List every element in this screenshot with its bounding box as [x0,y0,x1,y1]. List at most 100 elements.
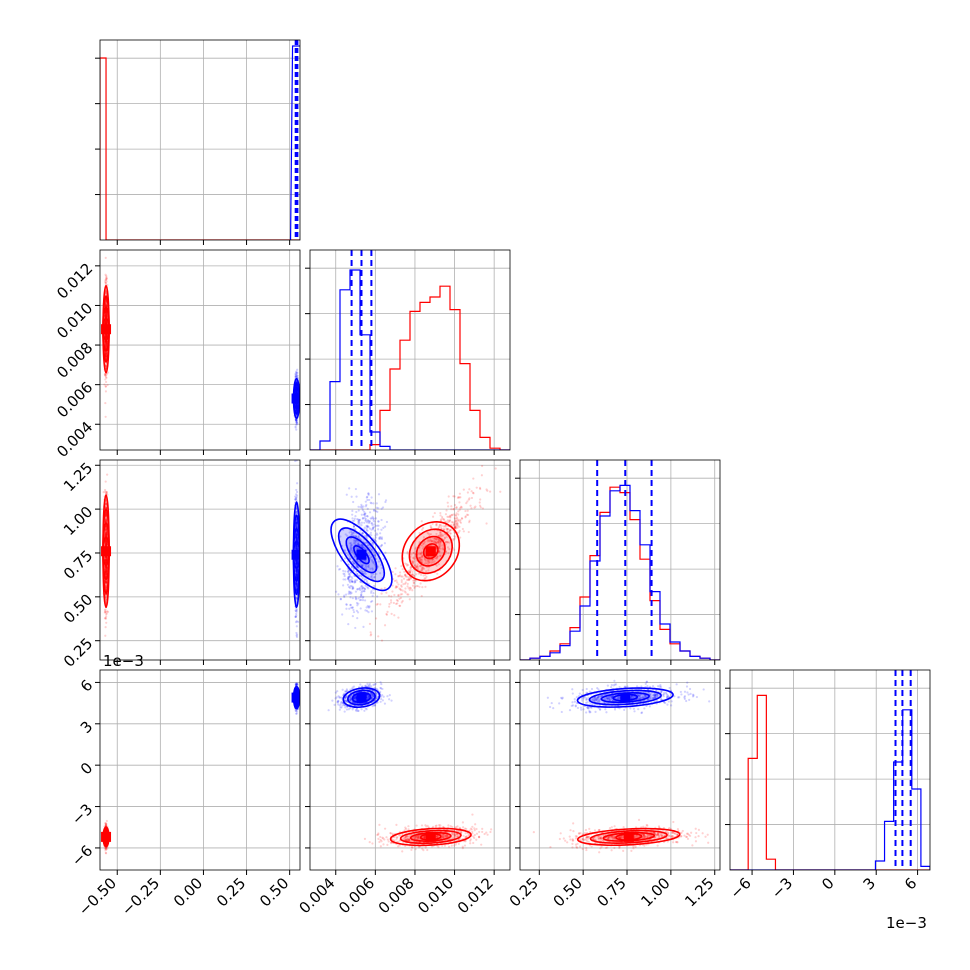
sample-point [453,537,456,540]
sample-point [523,453,525,455]
sample-point [104,376,108,379]
sample-point [396,585,399,588]
sample-point [351,580,354,583]
sample-point [453,527,456,530]
sample-point [294,375,297,378]
sample-point [361,590,364,593]
sample-point [104,321,107,324]
sample-point [439,540,442,543]
sample-point [296,482,299,485]
sample-point [104,541,107,544]
sample-point [105,304,108,308]
sample-point [294,495,297,498]
sample-point [419,569,422,572]
sample-point [421,568,424,571]
sample-point [413,564,416,567]
sample-point [105,502,108,505]
sample-point [295,571,299,574]
sample-point [441,515,444,519]
sample-point [104,533,108,536]
sample-point [296,525,299,528]
sample-point [428,555,431,558]
sample-point [443,532,446,536]
sample-point [104,566,107,570]
sample-point [295,390,298,393]
sample-point [104,559,107,562]
sample-point [399,596,403,600]
sample-point [424,585,427,588]
sample-point [373,520,376,523]
sample-point [104,571,108,575]
sample-point [104,380,108,384]
sample-point [104,320,107,323]
sample-point [104,351,107,355]
sample-point [295,543,298,546]
sample-point [296,538,299,541]
sample-point [104,344,108,347]
sample-point [473,506,476,509]
sample-point [105,321,108,324]
histogram-blue [289,45,300,240]
sample-point [422,567,425,570]
sample-point [436,572,439,575]
sample-point [419,558,422,562]
sample-point [105,559,108,563]
sample-point [104,565,108,568]
sample-point [441,517,444,520]
sample-point [105,341,108,344]
sample-point [295,520,298,523]
sample-point [295,570,298,573]
sample-point [295,404,298,407]
sample-point [449,528,453,531]
sample-point [104,322,108,325]
sample-point [370,496,373,499]
sample-point [436,555,439,558]
sample-point [404,587,407,590]
sample-point [423,557,426,560]
sample-point [105,569,108,572]
sample-point [105,322,108,325]
sample-point [104,353,108,356]
sample-point [443,528,446,531]
sample-point [105,311,108,314]
sample-point [362,595,365,598]
sample-point [104,595,108,598]
sample-point [345,493,348,496]
sample-point [295,560,299,564]
scatter-group [330,453,525,642]
sample-point [438,524,441,527]
histogram-blue [520,484,720,660]
sample-point [478,486,482,489]
sample-point [414,546,418,549]
sample-point [429,538,432,542]
sample-point [104,617,107,620]
sample-point [104,282,107,285]
sample-point [105,345,108,348]
sample-point [294,403,298,406]
sample-point [295,562,298,565]
sample-point [294,523,298,526]
sample-point [294,524,298,527]
sample-point [104,539,107,543]
sample-point [104,304,107,307]
sample-point [295,419,298,422]
sample-point [104,581,107,584]
sample-point [105,565,108,569]
sample-point [350,495,353,498]
sample-point [411,560,414,563]
sample-point [391,570,394,574]
sample-point [295,570,298,573]
sample-point [355,601,359,605]
sample-point [104,520,108,523]
sample-point [385,613,388,616]
sample-point [104,542,107,545]
sample-point [295,573,298,576]
sample-point [409,567,412,570]
sample-point [451,521,455,524]
sample-point [105,572,108,575]
sample-point [446,541,449,544]
sample-point [105,534,108,537]
scatter-group [101,682,300,855]
sample-point [369,531,372,534]
sample-point [105,533,109,536]
